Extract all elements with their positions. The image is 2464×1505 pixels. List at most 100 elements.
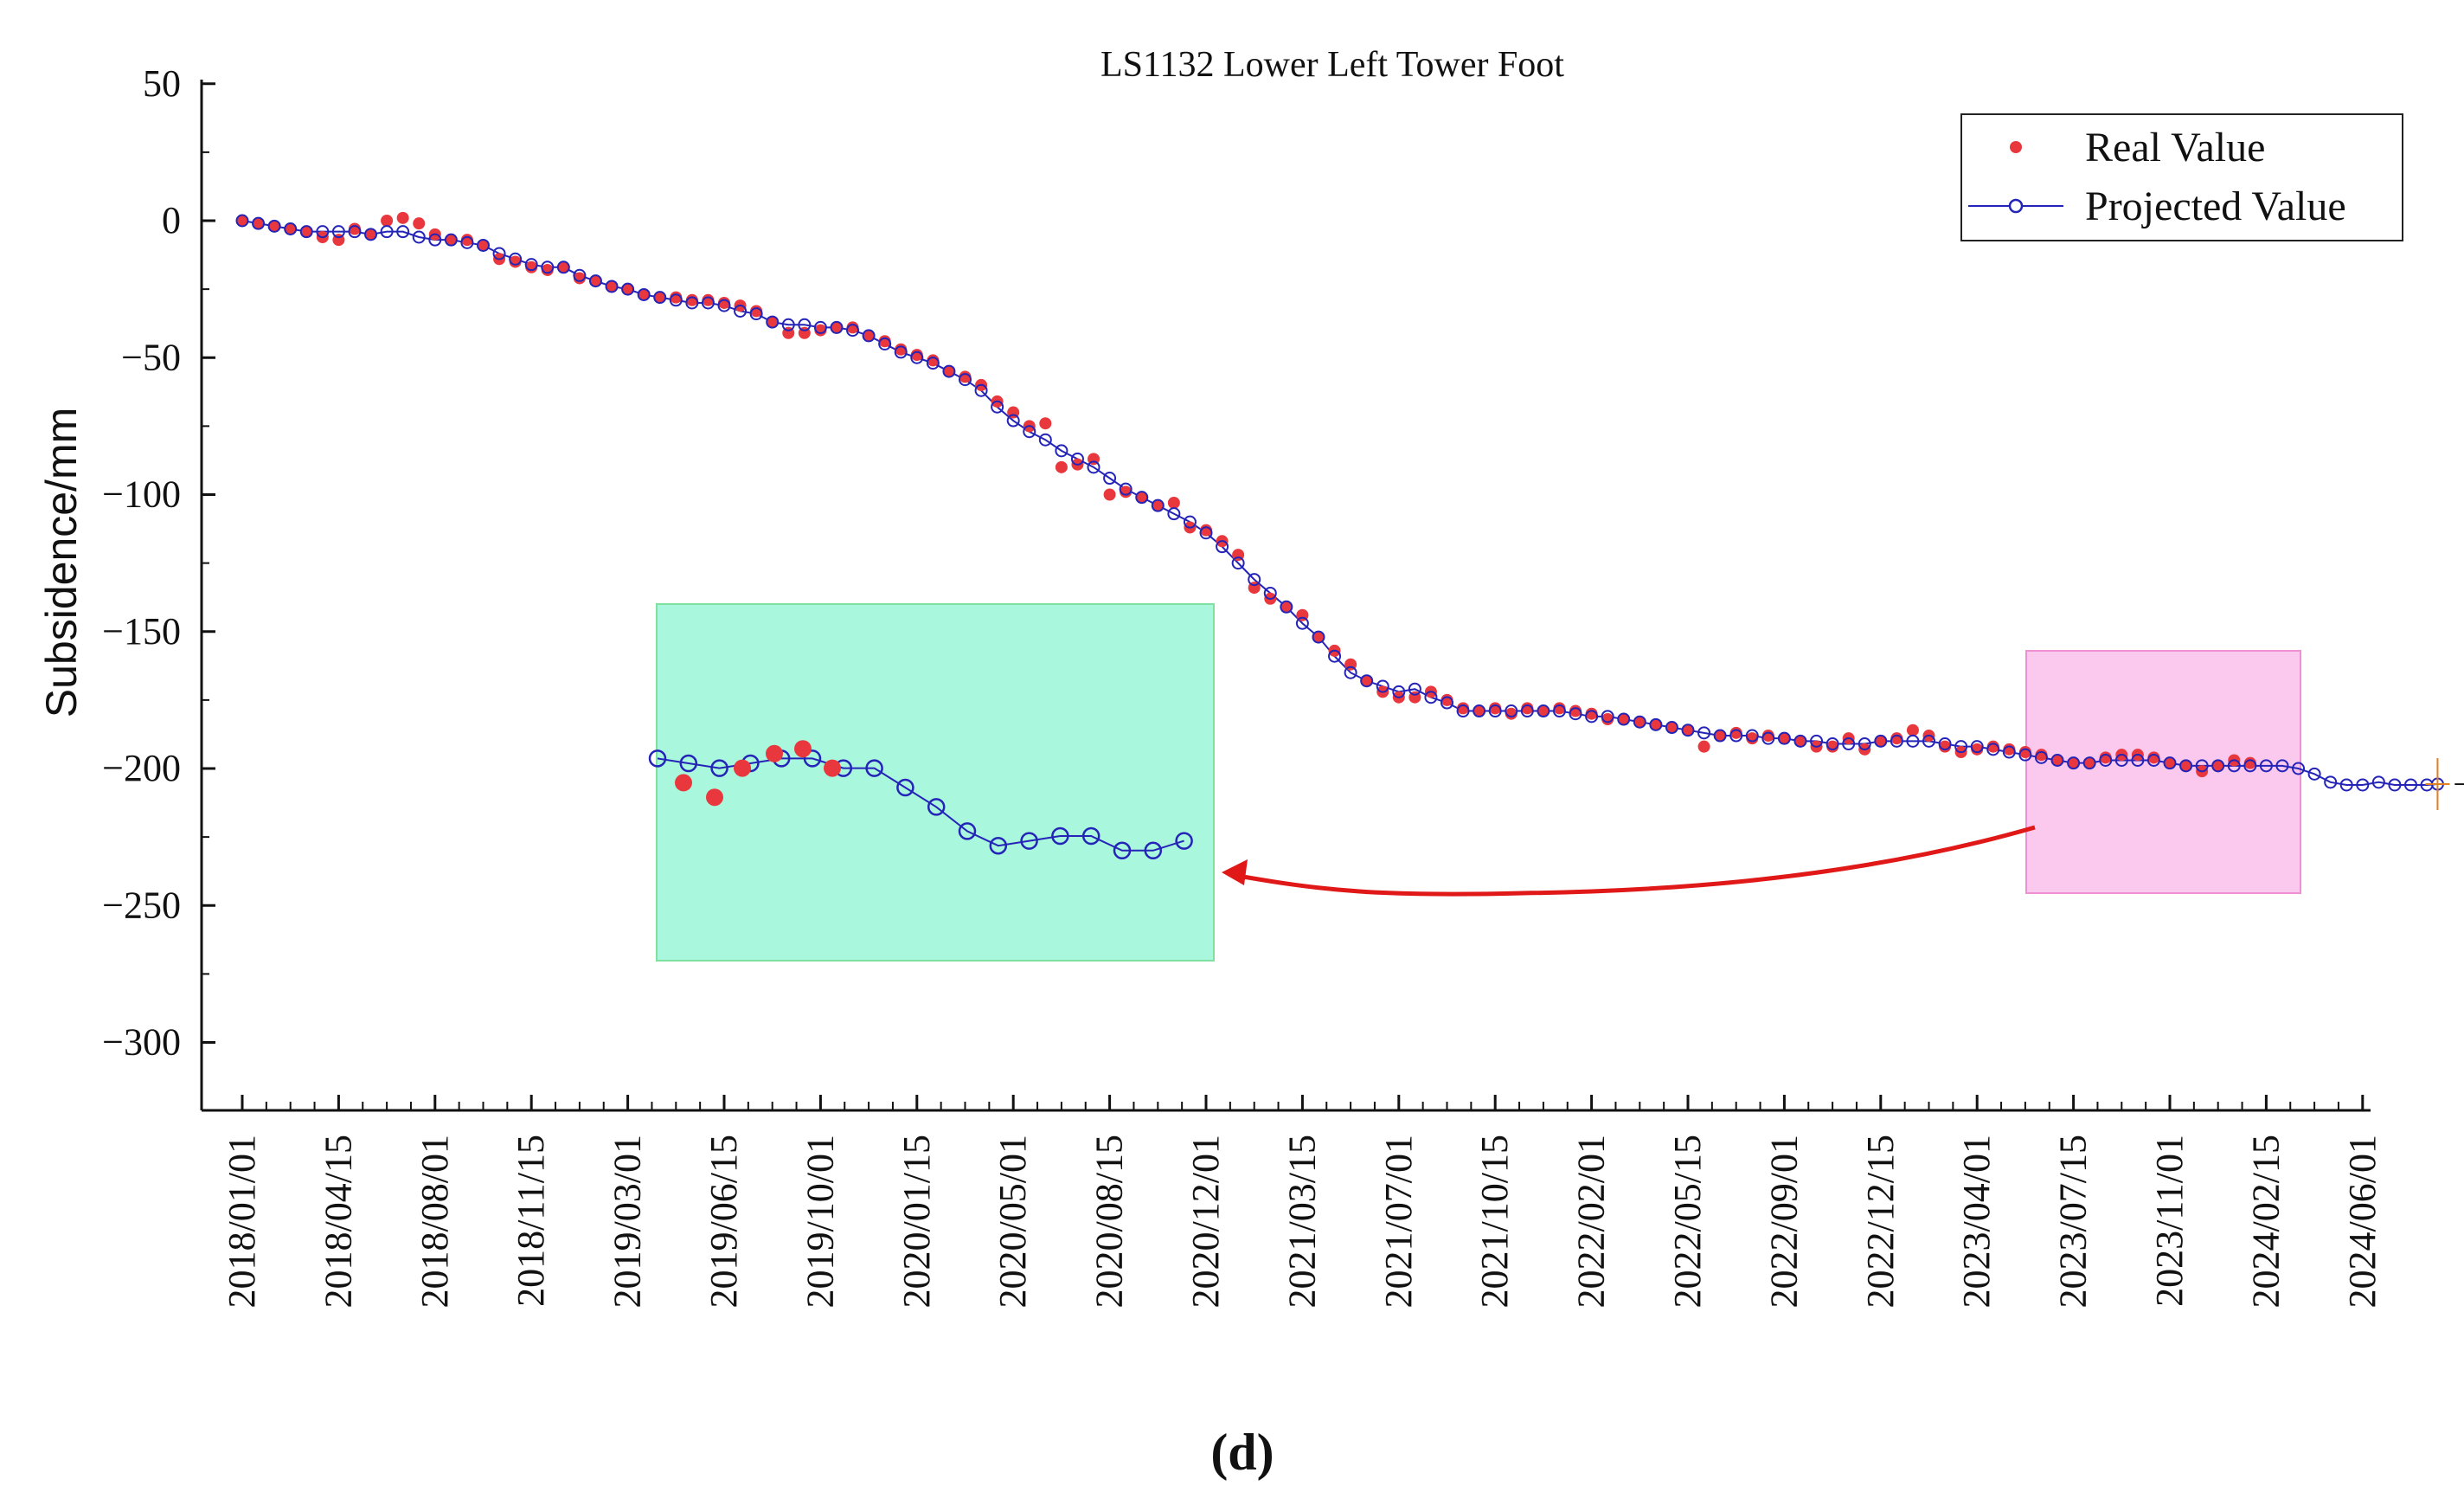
inset-real-point [824, 759, 841, 777]
real-point [1537, 704, 1550, 717]
y-tick-label: −150 [102, 610, 181, 653]
legend-box [1960, 113, 2403, 241]
real-point [525, 260, 538, 273]
projected-point [1537, 704, 1550, 718]
real-point [653, 291, 666, 304]
real-point [863, 329, 876, 342]
projected-point [1665, 721, 1678, 735]
projected-point [1038, 433, 1052, 447]
projected-point [1280, 600, 1293, 614]
projected-point [348, 225, 362, 239]
real-point [1906, 724, 1919, 736]
x-tick-label: 2020/01/15 [895, 1135, 938, 1308]
real-point [685, 293, 698, 306]
projected-point [1488, 704, 1502, 718]
inset-projected-point [1081, 826, 1100, 846]
x-tick-label: 2023/07/15 [2052, 1135, 2095, 1308]
projected-point [364, 228, 378, 241]
real-point [750, 305, 763, 318]
projected-point [2339, 778, 2353, 792]
real-point [1135, 491, 1148, 504]
projected-point [1441, 696, 1453, 710]
x-tick-label: 2021/03/15 [1280, 1135, 1323, 1308]
projected-point [1328, 649, 1342, 663]
x-tick-label: 2018/11/15 [510, 1135, 552, 1307]
projected-point [573, 268, 587, 282]
projected-point [1392, 685, 1406, 698]
real-point [460, 234, 473, 247]
legend-real-marker [2010, 141, 2022, 153]
projected-point [1585, 710, 1599, 724]
projected-point [830, 320, 844, 334]
projected-point [1601, 710, 1614, 724]
real-point [284, 222, 297, 235]
x-tick-label: 2022/05/15 [1666, 1135, 1709, 1308]
projected-point [1697, 726, 1711, 740]
projected-point [605, 280, 619, 293]
projected-point [2163, 756, 2177, 770]
projected-point [1890, 734, 1903, 748]
projected-point [2050, 754, 2064, 768]
real-point [1585, 707, 1598, 720]
projected-point [284, 222, 298, 235]
projected-point [1986, 743, 2000, 756]
real-point [1617, 713, 1630, 726]
projected-point [1552, 704, 1566, 718]
real-point [573, 272, 586, 285]
real-point [2035, 749, 2048, 762]
real-point [927, 354, 940, 367]
projected-point [1826, 737, 1839, 751]
real-point [381, 215, 394, 227]
real-point [895, 343, 908, 356]
projected-point [1360, 674, 1374, 688]
real-point [396, 211, 409, 224]
projected-point [460, 235, 474, 249]
projected-point [2099, 754, 2113, 768]
projected-point [1810, 734, 1824, 748]
projected-point [2227, 759, 2241, 773]
real-point [2083, 756, 2096, 769]
inset-projected-point [1113, 841, 1132, 860]
y-tick-label: −50 [121, 336, 181, 378]
projected-point [316, 225, 330, 239]
real-point [1649, 718, 1662, 731]
y-tick-label: −100 [102, 473, 181, 516]
projected-point [1745, 729, 1759, 743]
x-tick-label: 2024/02/15 [2244, 1135, 2287, 1308]
real-point [1280, 601, 1293, 614]
projected-point [2356, 778, 2370, 792]
projected-point [1119, 482, 1133, 496]
projected-point [1070, 452, 1084, 466]
x-tick-label: 2019/10/01 [799, 1135, 841, 1308]
real-point [1986, 740, 1999, 753]
projected-point [2243, 759, 2257, 773]
projected-point [1376, 679, 1389, 693]
real-point [1665, 721, 1678, 734]
real-point [766, 316, 779, 329]
real-point [1697, 740, 1710, 753]
y-tick-label: −250 [102, 884, 181, 926]
real-point [2243, 756, 2256, 769]
real-point [702, 293, 715, 306]
zoom-arrow-head [1222, 859, 1248, 885]
projected-point [2404, 778, 2417, 792]
projected-point [2114, 754, 2128, 768]
real-point [252, 217, 265, 230]
real-point [1778, 732, 1791, 745]
real-point [509, 255, 522, 268]
projected-point [2146, 754, 2160, 768]
projected-point [1520, 704, 1534, 718]
legend-real-label: Real Value [2085, 125, 2265, 170]
projected-point [798, 318, 812, 331]
real-point [1200, 524, 1212, 537]
projected-point [846, 324, 860, 338]
y-tick-label: 50 [143, 62, 181, 105]
projected-point [959, 373, 972, 387]
projected-point [2131, 754, 2145, 768]
x-tick-label: 2024/06/01 [2341, 1135, 2384, 1308]
projected-point [2371, 775, 2385, 789]
chart-title: LS1132 Lower Left Tower Foot [1100, 45, 1564, 85]
projected-point [509, 252, 523, 266]
projected-point [2082, 756, 2096, 770]
x-tick-label: 2021/07/01 [1377, 1135, 1420, 1308]
